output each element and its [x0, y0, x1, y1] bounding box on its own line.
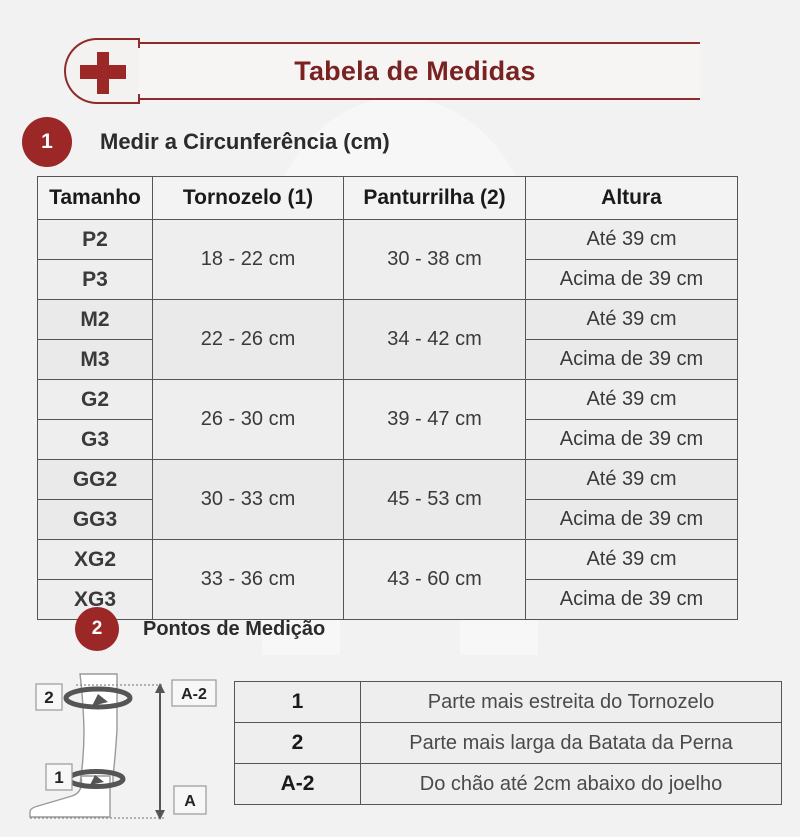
cell-size: M2 [37, 299, 153, 340]
cell-height: Acima de 39 cm [525, 339, 738, 380]
cell-ankle-range: 22 - 26 cm [152, 299, 344, 380]
list-item: 2 Parte mais larga da Batata da Perna [234, 722, 782, 764]
table-row: M3 Acima de 39 cm [37, 339, 738, 380]
cell-size: GG2 [37, 459, 153, 500]
header-bar: Tabela de Medidas [130, 42, 700, 100]
list-item: 1 Parte mais estreita do Tornozelo [234, 681, 782, 723]
measurement-points-table: 1 Parte mais estreita do Tornozelo 2 Par… [234, 681, 782, 805]
cell-height: Acima de 39 cm [525, 579, 738, 620]
table-row: P3 Acima de 39 cm [37, 259, 738, 300]
cell-ankle-range: 30 - 33 cm [152, 459, 344, 540]
table-row: GG2 30 - 33 cm 45 - 53 cm Até 39 cm [37, 459, 738, 540]
legend-key: 2 [234, 722, 361, 764]
table-header-row: Tamanho Tornozelo (1) Panturrilha (2) Al… [37, 176, 738, 220]
step-2-badge: 2 [75, 607, 119, 651]
cross-badge [64, 38, 140, 104]
table-row: XG3 Acima de 39 cm [37, 579, 738, 620]
step-1: 1 Medir a Circunferência (cm) [22, 117, 390, 167]
cell-size: P3 [37, 259, 153, 300]
cell-size: G3 [37, 419, 153, 460]
table-row: G2 26 - 30 cm 39 - 47 cm Até 39 cm [37, 379, 738, 460]
step-1-label: Medir a Circunferência (cm) [100, 129, 390, 154]
cell-height: Até 39 cm [525, 379, 738, 420]
diagram-label-height-top: A-2 [181, 686, 207, 703]
cell-height: Acima de 39 cm [525, 419, 738, 460]
page-title: Tabela de Medidas [294, 55, 536, 86]
legend-description: Parte mais estreita do Tornozelo [360, 681, 782, 723]
diagram-label-ankle: 1 [54, 768, 63, 787]
cell-calf-range: 39 - 47 cm [343, 379, 526, 460]
cell-height: Acima de 39 cm [525, 259, 738, 300]
diagram-label-calf: 2 [44, 688, 53, 707]
medical-cross-icon [80, 52, 126, 94]
cell-size: M3 [37, 339, 153, 380]
step-2-label: Pontos de Medição [143, 617, 326, 640]
column-header-tornozelo: Tornozelo (1) [152, 176, 344, 220]
legend-description: Parte mais larga da Batata da Perna [360, 722, 782, 764]
step-2: 2 Pontos de Medição [75, 607, 325, 651]
cell-height: Acima de 39 cm [525, 499, 738, 540]
cell-calf-range: 45 - 53 cm [343, 459, 526, 540]
column-header-tamanho: Tamanho [37, 176, 153, 220]
column-header-panturrilha: Panturrilha (2) [343, 176, 526, 220]
step-1-badge: 1 [22, 117, 72, 167]
cell-height: Até 39 cm [525, 539, 738, 580]
table-row: M2 22 - 26 cm 34 - 42 cm Até 39 cm [37, 299, 738, 380]
cell-size: G2 [37, 379, 153, 420]
table-row: XG2 33 - 36 cm 43 - 60 cm Até 39 cm [37, 539, 738, 620]
legend-key: A-2 [234, 763, 361, 805]
table-row: GG3 Acima de 39 cm [37, 499, 738, 540]
diagram-label-height-bottom: A [184, 793, 196, 810]
cell-ankle-range: 33 - 36 cm [152, 539, 344, 620]
cell-size: P2 [37, 219, 153, 260]
legend-key: 1 [234, 681, 361, 723]
cell-calf-range: 43 - 60 cm [343, 539, 526, 620]
cell-size: XG2 [37, 539, 153, 580]
cell-ankle-range: 18 - 22 cm [152, 219, 344, 300]
size-measurements-table: Tamanho Tornozelo (1) Panturrilha (2) Al… [37, 176, 738, 620]
table-row: P2 18 - 22 cm 30 - 38 cm Até 39 cm [37, 219, 738, 300]
cell-height: Até 39 cm [525, 299, 738, 340]
column-header-altura: Altura [525, 176, 738, 220]
legend-description: Do chão até 2cm abaixo do joelho [360, 763, 782, 805]
cell-calf-range: 30 - 38 cm [343, 219, 526, 300]
cell-ankle-range: 26 - 30 cm [152, 379, 344, 460]
header: Tabela de Medidas [56, 30, 700, 108]
list-item: A-2 Do chão até 2cm abaixo do joelho [234, 763, 782, 805]
cell-height: Até 39 cm [525, 219, 738, 260]
leg-measurement-diagram: 2 1 A-2 A [29, 673, 217, 820]
cell-size: GG3 [37, 499, 153, 540]
cell-calf-range: 34 - 42 cm [343, 299, 526, 380]
cell-height: Até 39 cm [525, 459, 738, 500]
